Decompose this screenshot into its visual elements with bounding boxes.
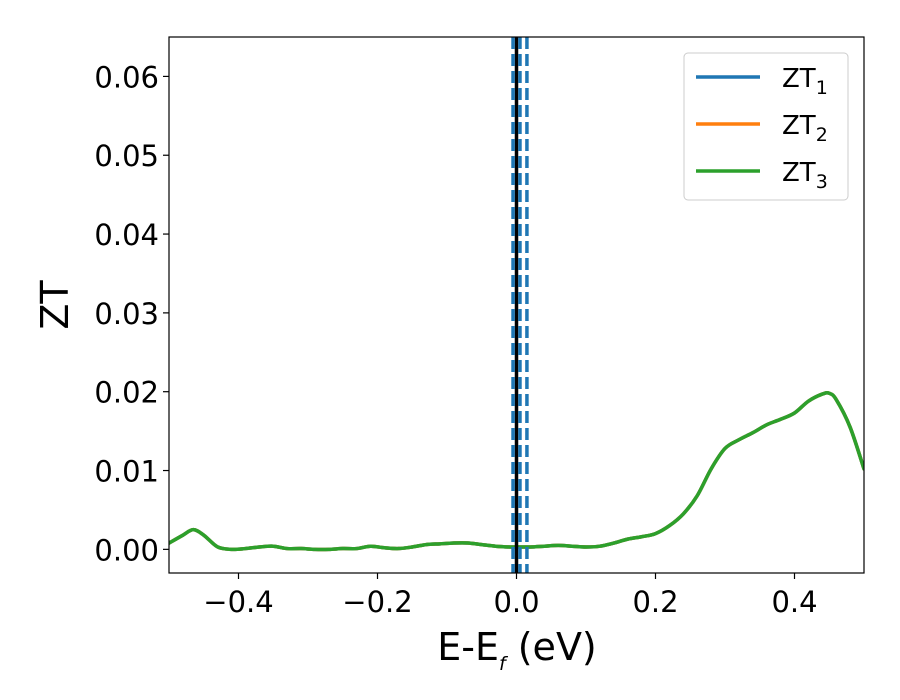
x-tick-label: −0.2	[342, 585, 412, 619]
legend: ZT1 ZT2 ZT3	[683, 52, 849, 201]
x-axis-label-main: E-E	[437, 625, 499, 669]
y-tick-label: 0.04	[94, 218, 159, 252]
plot-lines	[169, 37, 864, 573]
x-tick-label: 0.0	[493, 585, 539, 619]
x-tick-label: 0.4	[771, 585, 817, 619]
x-tick-label: 0.2	[632, 585, 678, 619]
legend-label-3: ZT3	[782, 158, 828, 193]
x-axis-label-unit: (eV)	[506, 625, 597, 669]
x-axis-label-sub: f	[499, 653, 509, 675]
y-tick-label: 0.00	[94, 533, 159, 567]
x-axis-ticks: −0.4 −0.2 0.0 0.2 0.4	[203, 573, 818, 619]
y-axis-label: ZT	[33, 280, 77, 330]
y-tick-label: 0.06	[94, 60, 159, 94]
y-axis-ticks: 0.00 0.01 0.02 0.03 0.04 0.05 0.06	[94, 60, 169, 567]
y-tick-label: 0.05	[94, 139, 159, 173]
x-axis-label: E-Ef (eV)	[437, 625, 597, 675]
x-tick-label: −0.4	[203, 585, 273, 619]
y-tick-label: 0.02	[94, 376, 159, 410]
y-tick-label: 0.03	[94, 297, 159, 331]
legend-box	[683, 52, 849, 201]
legend-label-2: ZT2	[782, 111, 828, 146]
legend-label-1: ZT1	[782, 64, 828, 99]
y-tick-label: 0.01	[94, 455, 159, 489]
